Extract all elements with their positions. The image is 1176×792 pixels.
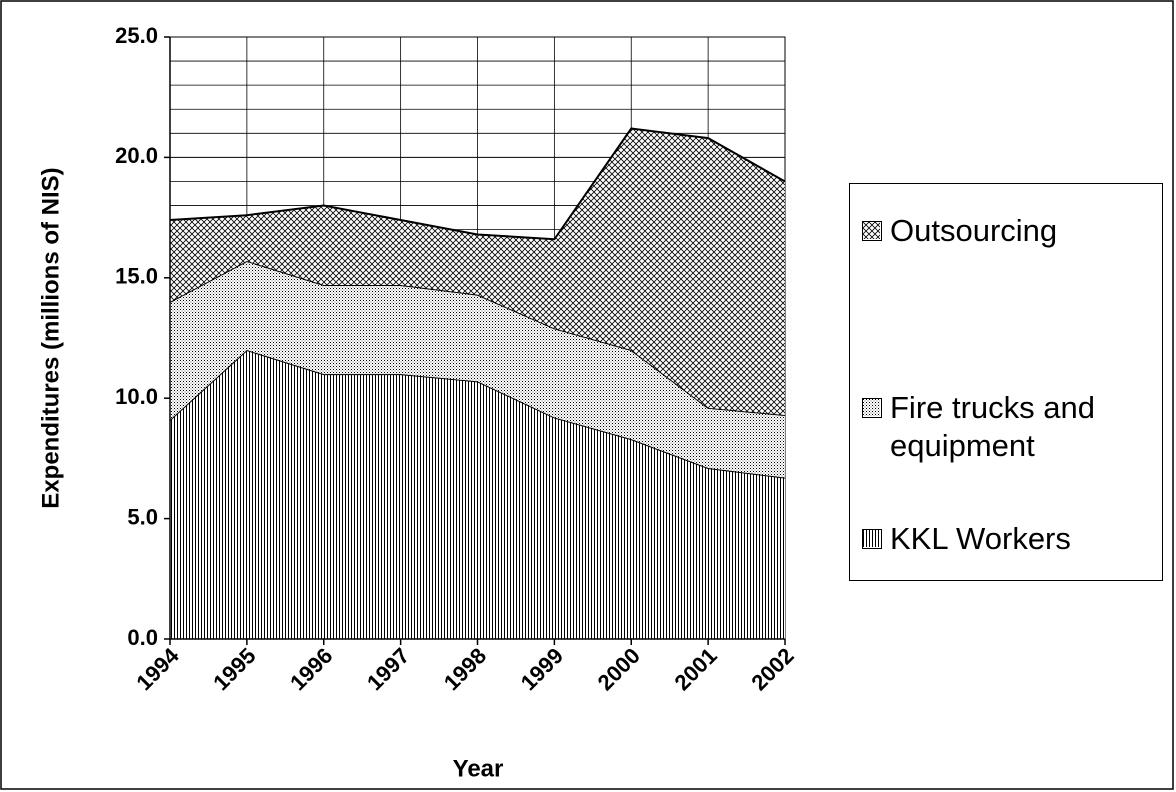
y-tick-label: 0.0 — [127, 625, 158, 650]
legend-entry: Fire trucks and equipment — [862, 389, 1152, 465]
legend-swatch-fill — [863, 530, 880, 547]
area — [170, 128, 785, 416]
area — [170, 260, 785, 478]
y-tick-label: 15.0 — [115, 264, 158, 289]
legend-entry: KKL Workers — [862, 520, 1152, 558]
area — [170, 350, 785, 639]
legend-entry: Outsourcing — [862, 212, 1152, 250]
x-axis-title: Year — [453, 755, 504, 782]
legend-swatch — [862, 529, 882, 549]
legend-label: Fire trucks and equipment — [890, 390, 1096, 463]
y-tick-label: 10.0 — [115, 384, 158, 409]
legend: Outsourcing Fire trucks and equipment KKL … — [849, 183, 1163, 581]
legend-swatch-fill — [863, 399, 880, 416]
legend-label: KKL Workers — [890, 521, 1071, 556]
legend-label: Outsourcing — [890, 213, 1058, 248]
legend-swatch-fill — [863, 222, 880, 239]
area-edge — [169, 127, 786, 241]
y-axis-title: Expenditures (millions of NIS) — [37, 167, 64, 508]
legend-swatch — [862, 221, 882, 241]
y-tick-label: 20.0 — [115, 143, 158, 168]
y-tick-label: 5.0 — [127, 504, 158, 529]
y-tick-label: 25.0 — [115, 23, 158, 48]
legend-swatch — [862, 398, 882, 418]
